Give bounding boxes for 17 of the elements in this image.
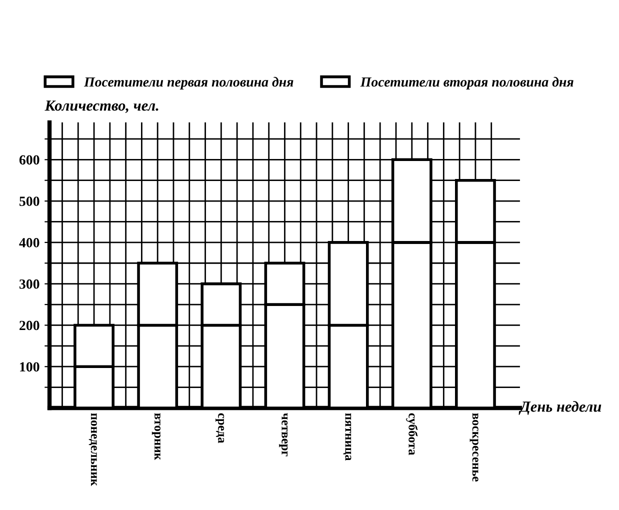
x-tick-label: суббота bbox=[406, 413, 418, 456]
x-tick-label: среда bbox=[216, 413, 224, 444]
y-tick-label: 300 bbox=[19, 279, 40, 289]
x-axis-title: День недели bbox=[518, 401, 602, 415]
y-tick-label: 100 bbox=[20, 362, 40, 372]
x-tick-label: четверг bbox=[279, 413, 288, 456]
y-tick-label: 500 bbox=[20, 196, 40, 206]
legend-label: Посетители вторая половина дня bbox=[360, 76, 574, 90]
legend-label: Посетители первая половина дня bbox=[84, 76, 294, 90]
y-tick-label: 200 bbox=[20, 320, 40, 330]
x-tick-label: понедельник bbox=[88, 413, 97, 486]
y-axis-title: Количество, чел. bbox=[44, 100, 158, 113]
y-tick-label: 600 bbox=[19, 155, 40, 165]
x-tick-label: вторник bbox=[152, 413, 160, 460]
x-tick-label: пятница bbox=[343, 413, 352, 461]
y-tick-label: 400 bbox=[19, 238, 40, 248]
x-tick-label: воскресенье bbox=[470, 413, 478, 482]
